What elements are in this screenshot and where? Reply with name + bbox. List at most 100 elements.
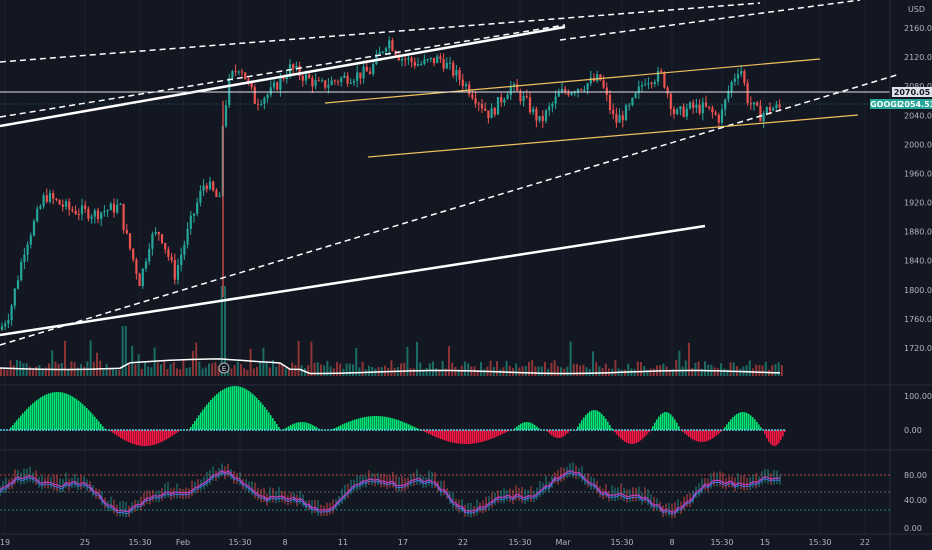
oscillator-bar [378,416,380,430]
oscillator-bar [136,430,138,446]
price-axis-label: 1960.00 [904,169,932,178]
candle-body [96,210,100,220]
time-axis[interactable]: 19 25 15:30 Feb 15:30 8 11 17 22 15:30 Mar 15:30 8 15… [0,538,870,547]
candle-body [372,64,375,75]
oscillator-bar [360,417,362,430]
volume-bar [764,361,767,376]
candle-body [752,102,756,105]
candle-body [391,40,394,51]
time-axis-label: 15:30 [808,538,831,547]
trendline[interactable] [367,114,859,158]
candle-body [0,326,4,330]
volume-bar [150,367,153,376]
oscillator-bar [664,412,666,430]
volume-bar [518,367,521,376]
oscillator-bar [366,416,368,430]
candle-body [346,75,349,84]
oscillator-bar [26,409,28,430]
candle-body [13,288,16,306]
oscillator-bar [164,430,166,441]
volume-bar [329,366,332,376]
volume-bar [780,365,783,376]
oscillator-axis-label: 100.00 [904,392,932,401]
volume-bar [432,361,434,376]
price-axis[interactable]: 2160.00 2120.00 2080.00 2040.00 2000.00 1960.… [904,24,932,353]
oscillator-bar [56,392,58,430]
oscillator-bar [22,413,24,430]
volume-bar [499,369,502,376]
volume-bar [163,361,166,376]
volume-bar [332,368,335,376]
earnings-marker[interactable]: E [218,362,230,374]
trendline[interactable] [0,73,901,346]
trendline[interactable] [559,0,861,41]
oscillator-bar [138,430,140,446]
oscillator-bar [204,407,206,430]
oscillator-bar [276,424,278,430]
oscillator-bar [730,419,732,430]
volume-bar [313,362,316,376]
oscillator-bar [565,430,567,435]
oscillator-bar [579,423,581,430]
marked-level-tag[interactable]: 2070.05 [892,87,932,97]
candle-body [455,69,458,76]
candle-body [672,108,676,115]
volume-bar [688,342,690,376]
price-axis-label: 2040.00 [904,111,932,120]
volume-bar [646,369,649,376]
candle-body [650,82,653,85]
volume-bar [758,365,761,376]
candle-body [621,115,624,121]
volume-bar [281,364,284,376]
candle-body [336,81,340,83]
volume-bar [371,366,374,376]
volume-bar [131,346,134,376]
oscillator-bar [732,417,734,430]
candle-body [32,221,36,236]
oscillator-bar [240,386,242,430]
trendline[interactable] [0,24,566,118]
oscillator-bar [146,430,148,446]
volume-bar [6,369,9,376]
trendline[interactable] [0,2,761,63]
oscillator-bar [54,392,56,430]
volume-bar [729,362,732,376]
oscillator-bar [589,411,591,430]
candle-body [122,203,125,230]
oscillator-bar [334,428,336,430]
candle-body [535,108,538,121]
volume-bar [384,365,386,376]
candle-body [84,205,87,209]
oscillator-bar [156,430,158,444]
trendline[interactable] [324,58,821,104]
oscillator-bar [60,392,62,430]
volume-bar [672,369,674,376]
oscillator-bar [392,418,394,430]
volume-bar [467,363,470,376]
candle-body [176,265,180,280]
candle-body [596,74,599,82]
oscillator-bar [780,430,782,441]
trendline[interactable] [0,224,706,337]
oscillator-bar [308,423,310,430]
volume-bar [534,366,537,376]
trend-drawings[interactable] [0,0,901,346]
oscillator-bar [482,430,484,442]
candle-body [189,215,192,229]
last-price-tag[interactable]: GOOGL 2054.53 [870,99,932,109]
candle-body [756,102,759,106]
oscillator-bar [386,417,388,430]
oscillator-bar [440,430,442,439]
candle-body [298,65,301,76]
candle-body [314,80,317,87]
oscillator-bar [358,418,360,430]
candle-body [608,94,612,110]
oscillator-bar [96,419,98,430]
oscillator-bar [272,418,274,430]
trendline[interactable] [0,25,566,128]
volume-bar [560,367,562,376]
volume-bar [246,369,249,376]
oscillator-bar [86,408,88,430]
oscillator-bar [8,430,10,431]
